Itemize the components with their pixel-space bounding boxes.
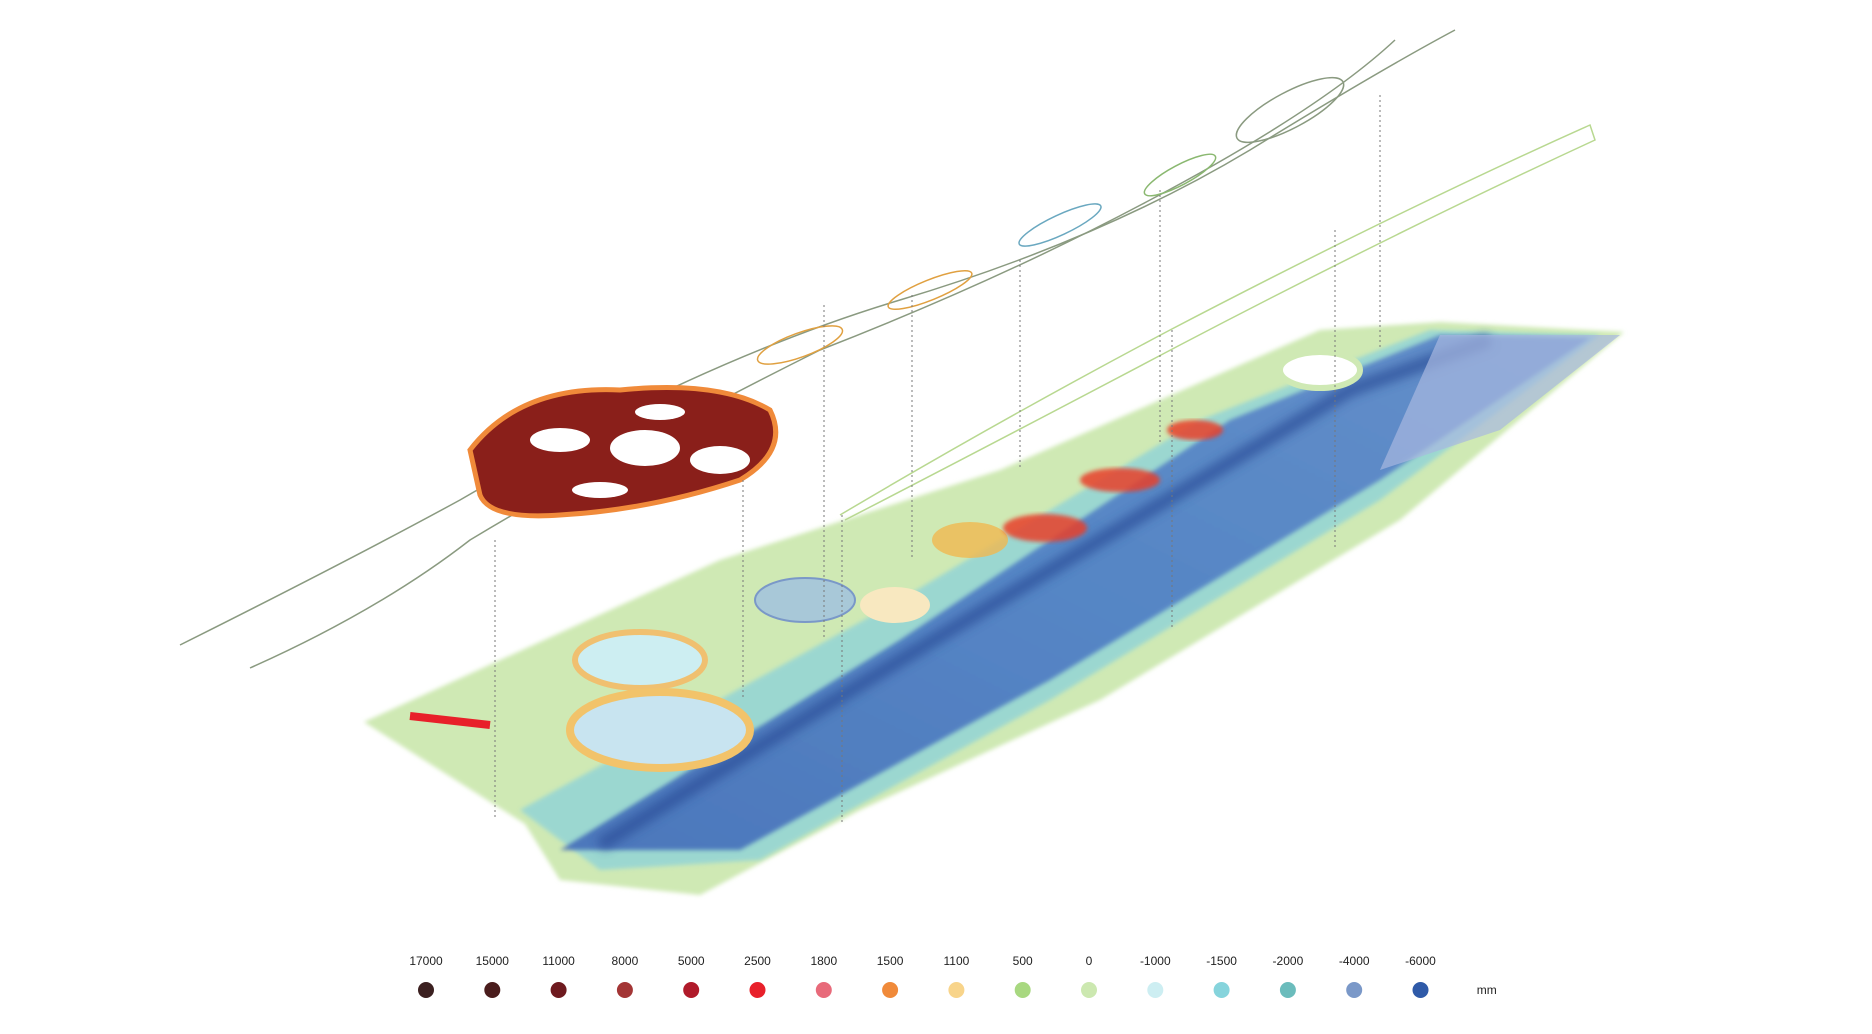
hill — [1167, 420, 1223, 440]
legend-label: 15000 — [476, 954, 510, 968]
pond — [860, 587, 930, 623]
river — [560, 335, 1590, 850]
legend-swatch — [749, 982, 766, 998]
legend-swatch — [1346, 982, 1363, 998]
void — [610, 430, 680, 466]
network-line — [179, 29, 1456, 646]
legend-label: 0 — [1086, 954, 1093, 968]
pond — [572, 629, 708, 691]
legend-label: -2000 — [1273, 954, 1304, 968]
network-loop — [1018, 203, 1102, 247]
legend-label: 8000 — [612, 954, 639, 968]
legend-swatch — [1147, 982, 1164, 998]
legend-label: 1500 — [877, 954, 904, 968]
legend-swatch — [948, 982, 965, 998]
legend-label: 17000 — [409, 954, 443, 968]
pond — [754, 577, 856, 623]
network-loop — [1143, 153, 1217, 197]
hill — [1003, 514, 1087, 542]
projections — [494, 95, 1381, 825]
legend-swatch — [882, 982, 899, 998]
network-line — [839, 123, 1596, 521]
pond — [1277, 349, 1363, 391]
network-loop — [887, 270, 973, 310]
network — [179, 29, 1596, 669]
legend-swatch — [1279, 982, 1296, 998]
pond — [566, 688, 754, 772]
legend-label: 2500 — [744, 954, 771, 968]
legend-swatch — [550, 982, 567, 998]
right-bank — [1380, 335, 1620, 470]
legend-swatch — [1014, 982, 1031, 998]
legend-unit: mm — [1477, 983, 1497, 997]
river-channel — [596, 333, 1493, 851]
legend-swatch — [484, 982, 501, 998]
network-loop — [756, 325, 844, 365]
legend-swatch — [815, 982, 832, 998]
terrain — [364, 322, 1624, 895]
legend-swatch — [1213, 982, 1230, 998]
legend-label: -1500 — [1206, 954, 1237, 968]
red-plaza — [467, 385, 779, 519]
legend-swatch — [616, 982, 633, 998]
network-loop — [1235, 76, 1345, 144]
legend-swatch — [1412, 982, 1429, 998]
legend-label: -4000 — [1339, 954, 1370, 968]
void — [690, 446, 750, 474]
legend: 17000 15000 11000 8000 5000 2500 1800 1500 1100 5… — [409, 954, 1497, 998]
legend-swatch — [683, 982, 700, 998]
legend-label: 1800 — [810, 954, 837, 968]
legend-swatch — [1081, 982, 1097, 998]
legend-label: -6000 — [1405, 954, 1436, 968]
legend-label: -1000 — [1140, 954, 1171, 968]
legend-label: 11000 — [542, 954, 575, 968]
legend-label: 5000 — [678, 954, 705, 968]
void — [530, 428, 590, 452]
void — [572, 482, 628, 498]
legend-swatch — [418, 982, 434, 998]
red-strip — [409, 712, 491, 729]
void — [635, 404, 685, 420]
hill — [932, 522, 1008, 558]
hill — [1080, 468, 1160, 492]
legend-label: 500 — [1013, 954, 1033, 968]
legend-label: 1100 — [943, 954, 969, 968]
